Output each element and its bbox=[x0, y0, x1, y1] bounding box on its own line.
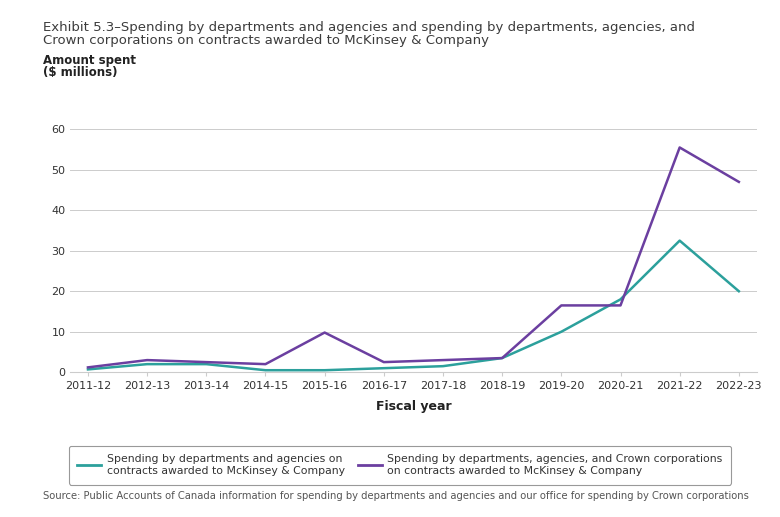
Text: ($ millions): ($ millions) bbox=[43, 66, 118, 79]
Text: Crown corporations on contracts awarded to McKinsey & Company: Crown corporations on contracts awarded … bbox=[43, 34, 489, 47]
Text: Exhibit 5.3–Spending by departments and agencies and spending by departments, ag: Exhibit 5.3–Spending by departments and … bbox=[43, 21, 695, 34]
Text: Amount spent: Amount spent bbox=[43, 54, 136, 67]
Text: Source: Public Accounts of Canada information for spending by departments and ag: Source: Public Accounts of Canada inform… bbox=[43, 492, 749, 501]
X-axis label: Fiscal year: Fiscal year bbox=[376, 400, 451, 413]
Legend: Spending by departments and agencies on
contracts awarded to McKinsey & Company,: Spending by departments and agencies on … bbox=[69, 446, 731, 484]
